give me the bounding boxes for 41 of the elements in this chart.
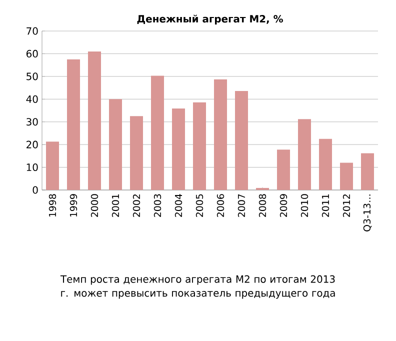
- chart-title: Денежный агрегат М2, %: [137, 14, 283, 25]
- y-tick-label: 30: [26, 118, 38, 126]
- bar: [361, 153, 374, 190]
- x-tick-label: 2012: [342, 194, 350, 217]
- bar: [193, 102, 206, 190]
- y-tick-label: 40: [26, 95, 38, 103]
- x-tick-label: Q3-13…: [363, 194, 372, 232]
- y-tick-label: 60: [26, 50, 38, 58]
- bar: [340, 162, 354, 190]
- x-tick-label: 2007: [238, 194, 246, 217]
- bar: [298, 119, 312, 190]
- bar: [46, 142, 59, 190]
- bar: [214, 79, 227, 190]
- bar: [88, 51, 101, 190]
- x-tick-label: 1998: [48, 194, 56, 217]
- x-tick-label: 2005: [196, 194, 204, 217]
- x-tick-label: 2003: [154, 194, 162, 217]
- y-tick-label: 70: [26, 27, 38, 35]
- x-tick-label: 2000: [90, 194, 98, 217]
- x-tick-label: 2010: [300, 194, 308, 217]
- x-tick-label: 2001: [112, 194, 120, 217]
- y-tick-label: 10: [26, 164, 38, 172]
- x-tick-label: 2006: [216, 194, 224, 217]
- x-tick-label: 2011: [322, 194, 330, 217]
- bar: [172, 108, 185, 190]
- bar: [109, 99, 122, 190]
- bar: [319, 138, 332, 190]
- y-tick-label: 50: [26, 72, 38, 80]
- x-tick-label: 2004: [174, 194, 182, 217]
- bar: [235, 90, 248, 190]
- bar: [67, 59, 80, 190]
- x-tick-label: 2008: [258, 194, 266, 217]
- text: Темп роста денежного агрегата М2 по итогам 2013 г. может превысить показатель предыдущего года: [60, 275, 335, 299]
- x-tick-label: 1999: [70, 194, 78, 217]
- bar: [277, 150, 290, 190]
- x-tick-label: 2009: [280, 194, 288, 217]
- bar: [151, 76, 164, 190]
- y-tick-label: 20: [26, 140, 38, 148]
- bar: [130, 116, 143, 190]
- y-tick-label: 0: [32, 186, 38, 194]
- x-tick-label: 2002: [132, 194, 140, 217]
